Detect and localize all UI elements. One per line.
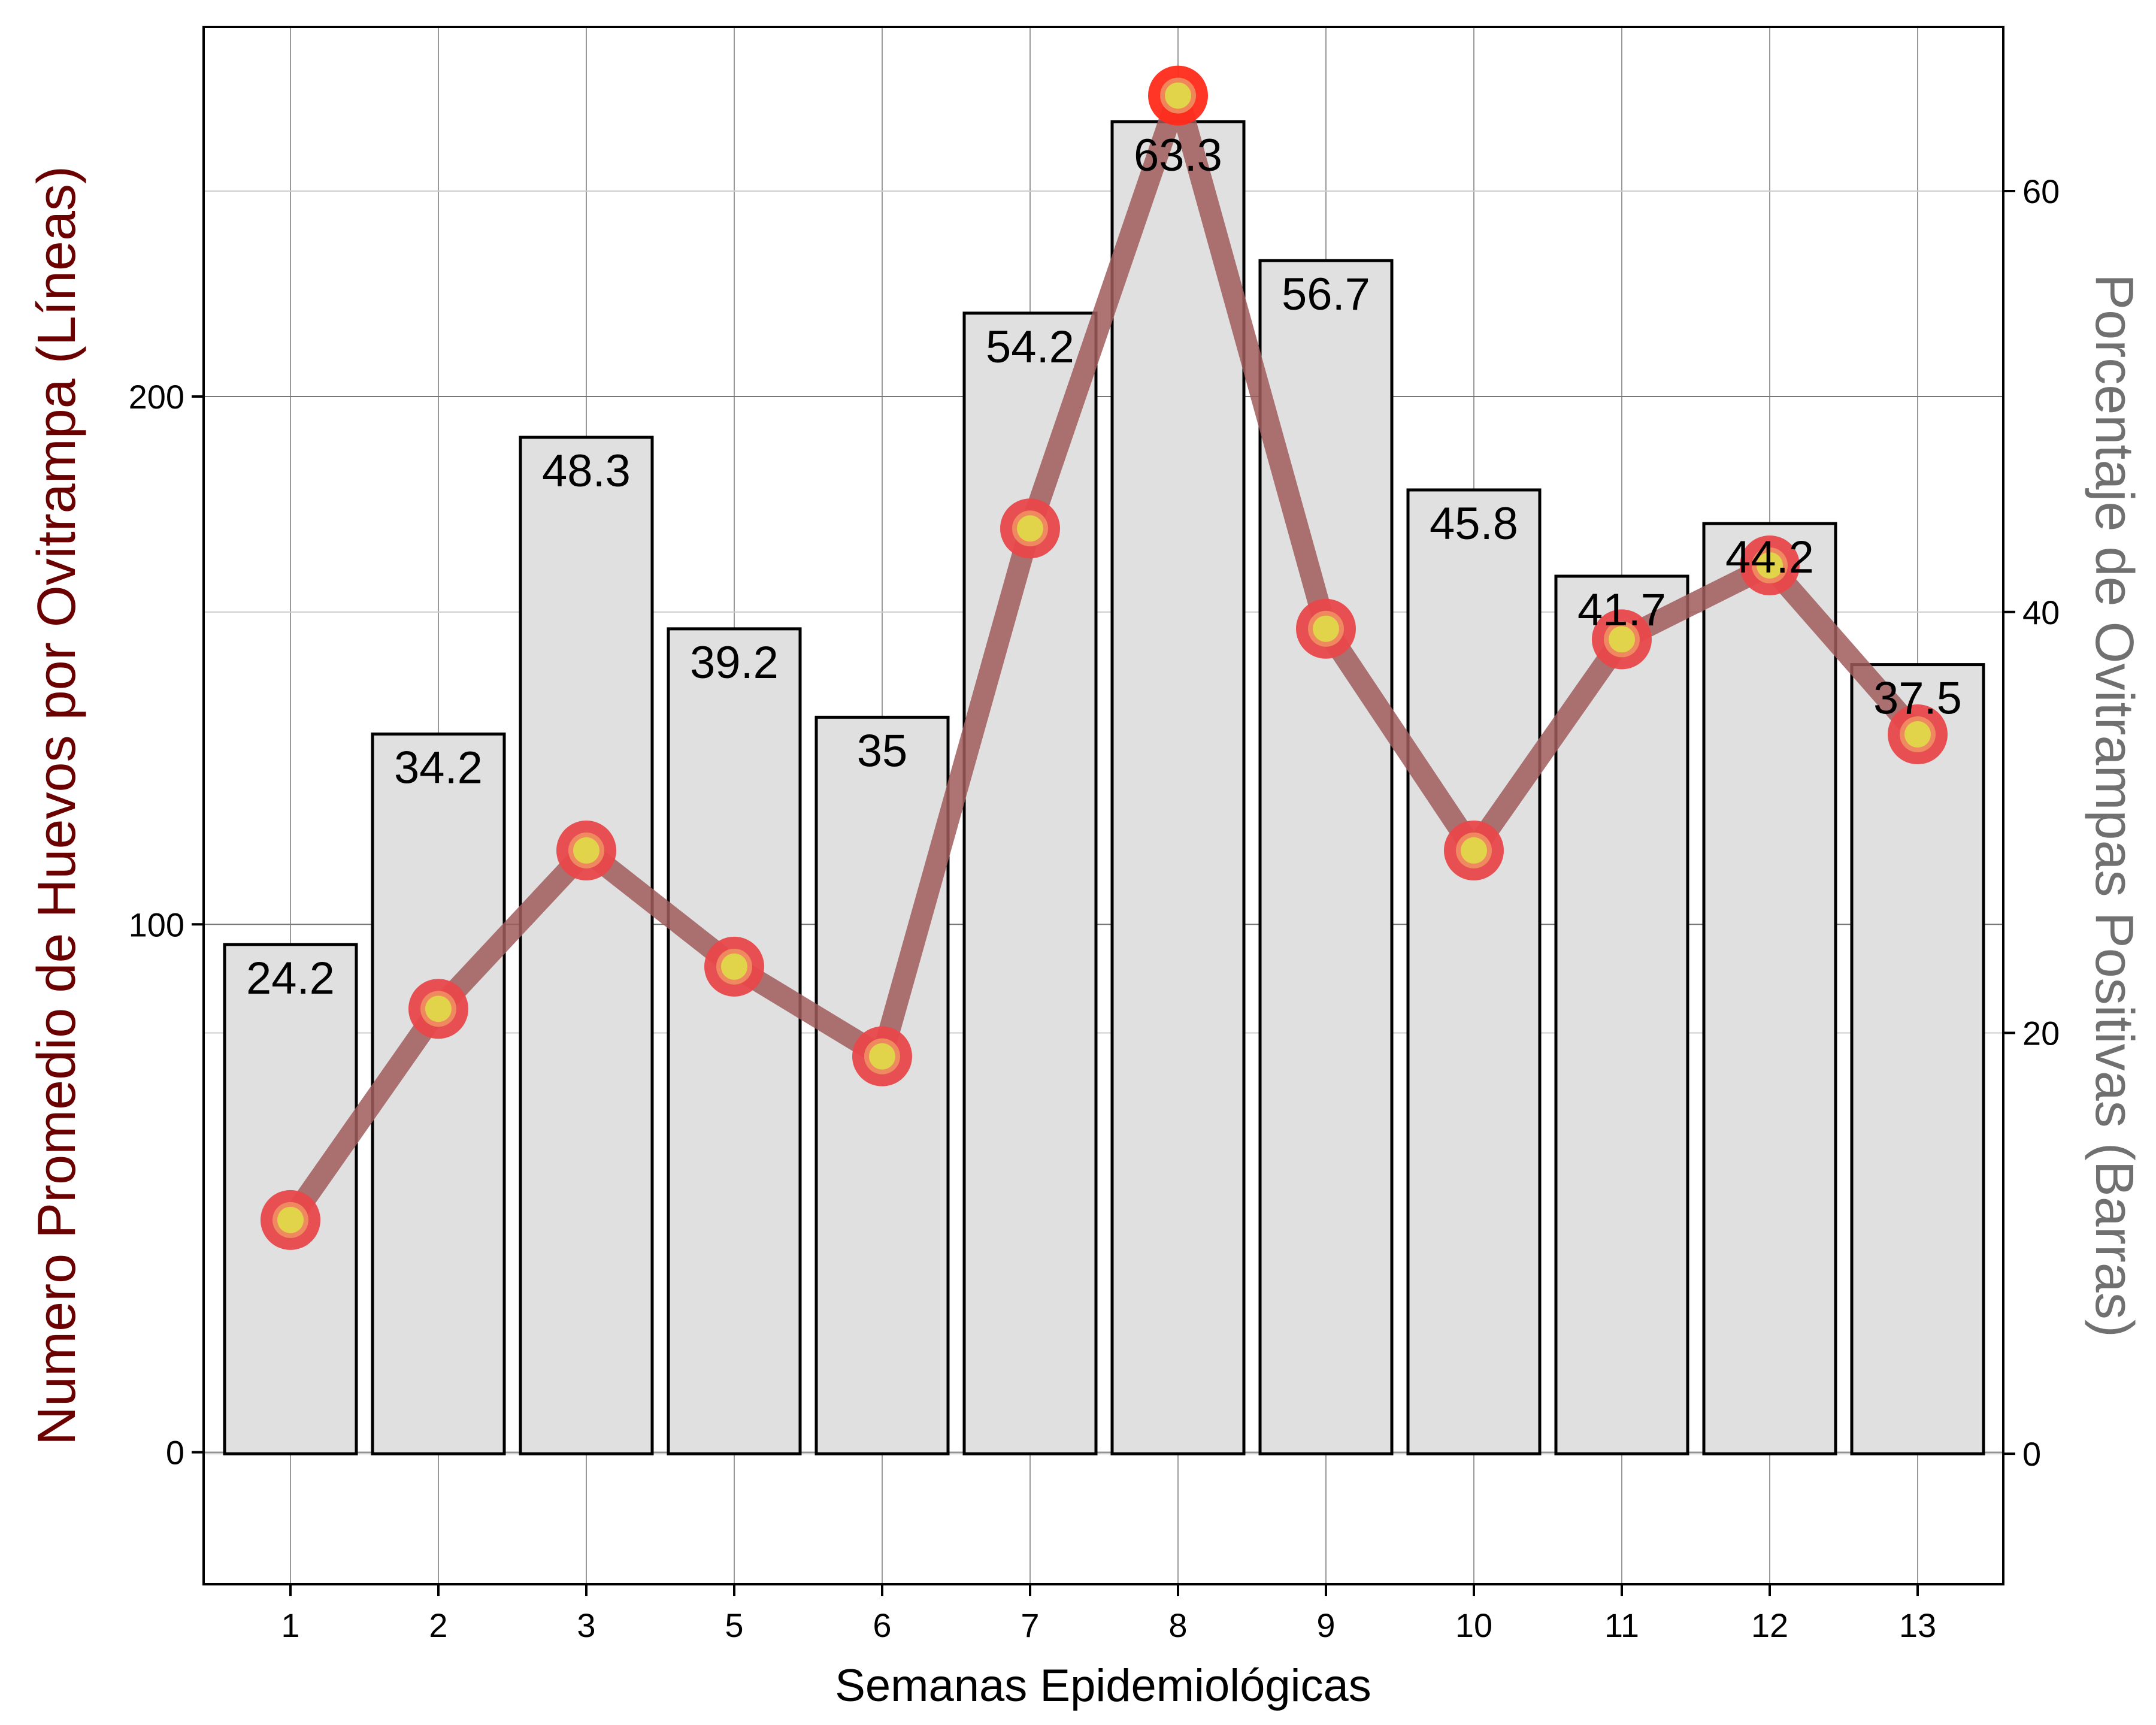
bar-value-label: 24.2 bbox=[246, 953, 335, 1004]
y-right-tick-label: 60 bbox=[2022, 172, 2060, 210]
y-axis-left-label: Numero Promedio de Huevos por Ovitrampa … bbox=[27, 166, 87, 1445]
x-tick-label: 3 bbox=[577, 1606, 595, 1644]
x-tick-label: 12 bbox=[1751, 1606, 1788, 1644]
bar-value-label: 63.3 bbox=[1134, 130, 1222, 181]
line-marker-core bbox=[869, 1043, 895, 1070]
bar bbox=[1408, 490, 1540, 1454]
line-marker-core bbox=[573, 837, 599, 864]
x-tick-label: 10 bbox=[1455, 1606, 1492, 1644]
bar-value-label: 44.2 bbox=[1725, 532, 1814, 583]
x-tick-label: 1 bbox=[281, 1606, 299, 1644]
x-tick-label: 8 bbox=[1168, 1606, 1187, 1644]
line-marker-core bbox=[1313, 616, 1339, 642]
bar-value-label: 39.2 bbox=[690, 637, 779, 688]
bar-value-label: 41.7 bbox=[1577, 585, 1666, 635]
bar-value-label: 34.2 bbox=[394, 743, 483, 794]
x-tick-label: 5 bbox=[725, 1606, 743, 1644]
x-tick-label: 9 bbox=[1316, 1606, 1335, 1644]
bar bbox=[668, 629, 800, 1454]
bar-value-label: 35 bbox=[857, 725, 908, 776]
x-tick-label: 2 bbox=[429, 1606, 447, 1644]
bar bbox=[1112, 122, 1244, 1454]
line-marker-core bbox=[277, 1207, 304, 1233]
line-marker-core bbox=[1017, 515, 1043, 541]
y-left-tick-label: 200 bbox=[129, 378, 184, 416]
bar-value-label: 56.7 bbox=[1282, 269, 1370, 320]
bar bbox=[1704, 523, 1836, 1454]
x-axis-label: Semanas Epidemiológicas bbox=[835, 1660, 1371, 1711]
bar bbox=[964, 313, 1096, 1454]
bar bbox=[373, 734, 504, 1454]
line-marker-core bbox=[721, 954, 747, 980]
x-tick-label: 11 bbox=[1604, 1606, 1639, 1644]
x-tick-label: 13 bbox=[1899, 1606, 1936, 1644]
y-right-tick-label: 0 bbox=[2022, 1435, 2041, 1473]
line-marker-core bbox=[1904, 721, 1931, 748]
y-right-tick-label: 40 bbox=[2022, 594, 2060, 631]
x-tick-label: 6 bbox=[873, 1606, 891, 1644]
bar-value-label: 37.5 bbox=[1873, 673, 1962, 724]
x-tick-label: 7 bbox=[1021, 1606, 1039, 1644]
y-axis-right-label: Porcentaje de Ovitrampas Positivas (Barr… bbox=[2084, 274, 2144, 1337]
line-marker-core bbox=[1461, 837, 1487, 864]
bar-value-label: 54.2 bbox=[986, 322, 1074, 373]
bar-value-label: 48.3 bbox=[542, 446, 631, 497]
bar-value-label: 45.8 bbox=[1430, 498, 1518, 549]
y-left-tick-label: 100 bbox=[129, 906, 184, 943]
line-marker-core bbox=[425, 995, 452, 1022]
y-right-tick-label: 20 bbox=[2022, 1014, 2060, 1052]
line-marker-core bbox=[1165, 83, 1191, 109]
y-left-tick-label: 0 bbox=[166, 1434, 184, 1472]
bar bbox=[1852, 665, 1984, 1454]
bar bbox=[520, 437, 652, 1454]
